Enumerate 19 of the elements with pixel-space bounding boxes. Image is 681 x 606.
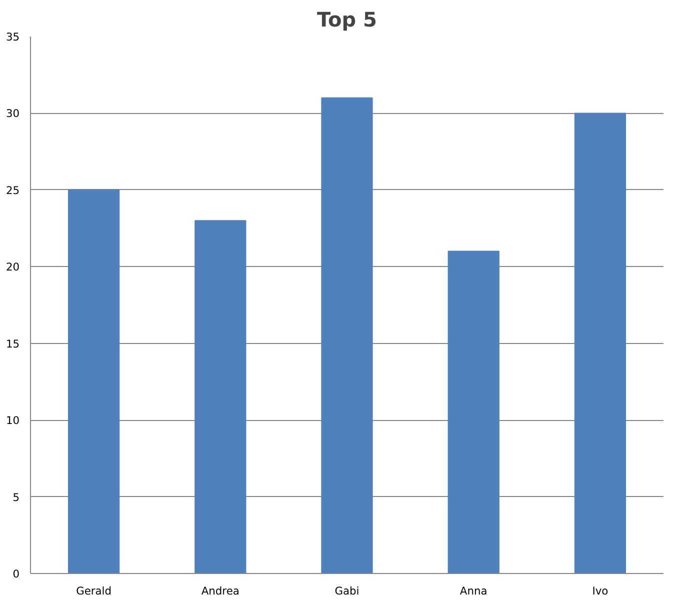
bar (68, 189, 120, 574)
x-tick-label: Andrea (201, 584, 240, 598)
bar (194, 220, 246, 574)
y-tick-label: 10 (6, 414, 20, 428)
y-tick-label: 5 (12, 490, 20, 504)
y-tick-label: 0 (12, 568, 20, 580)
bar (448, 250, 500, 574)
chart-title: Top 5 (317, 8, 377, 32)
x-tick-label: Gabi (334, 584, 360, 598)
x-tick-label: Ivo (592, 584, 608, 598)
y-tick-label: 35 (6, 30, 20, 44)
bar (574, 112, 626, 574)
y-tick-label: 15 (6, 337, 20, 350)
y-tick-label: 20 (6, 260, 20, 274)
x-tick-label: Anna (460, 584, 488, 598)
x-tick-label: Gerald (76, 584, 112, 598)
y-tick-label: 25 (6, 184, 20, 197)
y-tick-label: 30 (6, 107, 20, 120)
bar (321, 97, 373, 574)
